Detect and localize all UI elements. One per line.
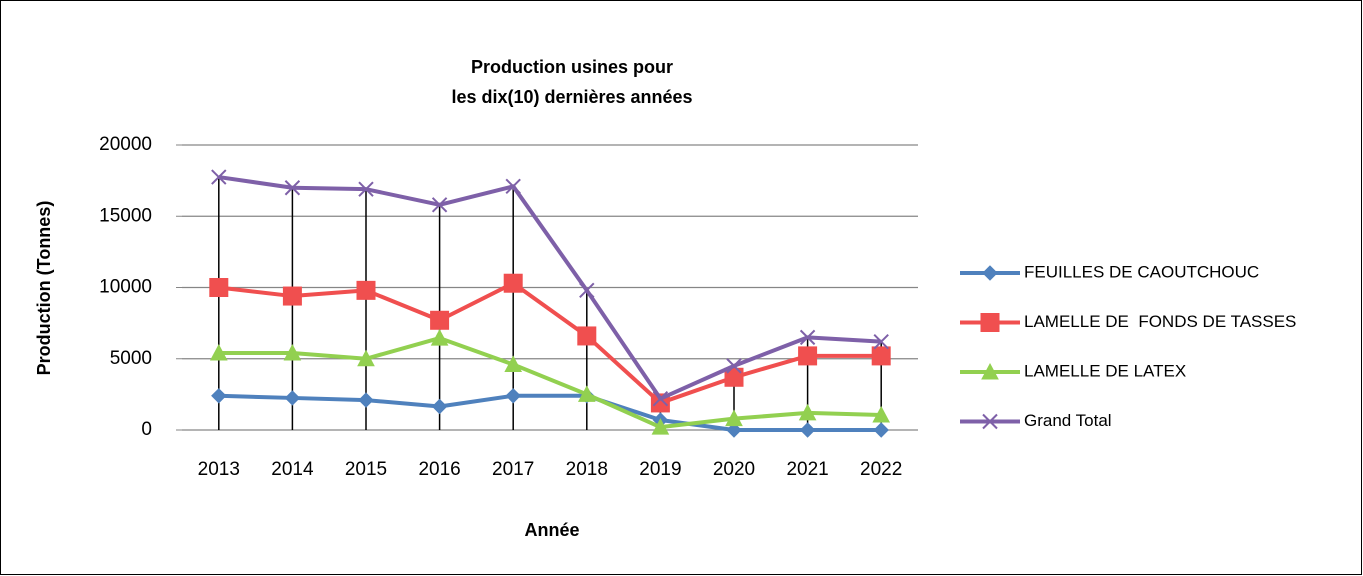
point xyxy=(652,390,669,407)
point xyxy=(799,329,816,346)
legend-label: LAMELLE DE LATEX xyxy=(1024,361,1186,380)
x-tick-label: 2021 xyxy=(786,459,828,480)
point xyxy=(651,418,670,435)
point xyxy=(358,181,374,197)
x-tick-label: 2015 xyxy=(345,459,387,480)
point xyxy=(356,280,376,300)
x-tick-label: 2018 xyxy=(566,459,608,480)
x-tick-label: 2014 xyxy=(271,459,314,480)
point xyxy=(284,180,301,196)
point xyxy=(211,169,227,185)
point xyxy=(431,398,448,415)
series-line xyxy=(218,393,882,432)
point xyxy=(798,403,817,421)
point xyxy=(872,405,891,423)
point xyxy=(724,367,744,387)
point xyxy=(505,178,521,195)
legend-label: FEUILLES DE CAOUTCHOUC xyxy=(1024,262,1259,281)
legend-marker xyxy=(980,313,1000,332)
point xyxy=(284,390,301,406)
y-tick-label: 15000 xyxy=(99,205,152,226)
y-tick-label: 20000 xyxy=(99,134,152,155)
point xyxy=(358,392,374,408)
series-line xyxy=(218,336,882,430)
x-tick-label: 2017 xyxy=(492,459,534,480)
point xyxy=(431,197,448,213)
point xyxy=(430,310,450,330)
y-tick-label: 5000 xyxy=(110,348,152,369)
point xyxy=(211,388,227,404)
x-tick-label: 2016 xyxy=(418,459,460,480)
point xyxy=(283,343,302,361)
legend-label: LAMELLE DE FONDS DE TASSES xyxy=(1024,312,1296,331)
point xyxy=(726,422,742,438)
series-line xyxy=(218,281,882,405)
point xyxy=(725,409,743,427)
y-axis-title: Production (Tonnes) xyxy=(34,201,54,376)
series-line xyxy=(218,175,882,401)
point xyxy=(209,278,229,297)
point xyxy=(798,346,818,366)
x-tick-label: 2019 xyxy=(639,459,681,480)
x-tick-label: 2013 xyxy=(198,459,240,480)
chart-title: les dix(10) dernières années xyxy=(451,87,692,107)
point xyxy=(209,343,228,361)
point xyxy=(577,326,597,346)
point xyxy=(799,422,816,438)
legend-marker xyxy=(982,265,998,281)
point xyxy=(579,282,595,299)
point xyxy=(873,333,889,350)
x-tick-label: 2020 xyxy=(713,459,755,480)
y-tick-label: 10000 xyxy=(99,277,152,298)
chart-title: Production usines pour xyxy=(471,57,673,77)
point xyxy=(505,388,521,404)
point xyxy=(504,355,523,372)
point xyxy=(282,286,302,306)
point xyxy=(871,346,891,366)
point xyxy=(577,385,596,402)
y-tick-label: 0 xyxy=(141,419,152,440)
point xyxy=(357,349,375,367)
point xyxy=(873,422,889,438)
legend-marker xyxy=(981,362,999,380)
point xyxy=(726,358,742,374)
point xyxy=(503,273,523,293)
legend-marker xyxy=(982,413,998,430)
point xyxy=(430,329,449,346)
legend-label: Grand Total xyxy=(1024,411,1112,430)
x-tick-label: 2022 xyxy=(860,459,902,480)
x-axis-title: Année xyxy=(524,520,579,540)
